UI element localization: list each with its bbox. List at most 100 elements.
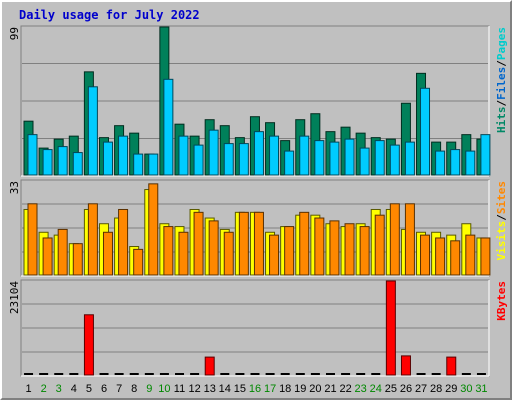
files-bar — [87, 86, 98, 176]
day-label: 8 — [131, 383, 137, 395]
series-kbytes — [24, 280, 486, 376]
files-bar — [57, 146, 68, 176]
legend-files: Files — [495, 67, 508, 100]
files-bar — [480, 134, 491, 176]
sites-bar — [133, 248, 144, 276]
series-sites — [27, 183, 491, 276]
day-label: 25 — [385, 383, 397, 395]
files-bar — [178, 135, 189, 176]
files-bar — [374, 140, 385, 176]
sites-bar — [329, 220, 340, 276]
sites-bar — [102, 231, 113, 276]
sites-bar — [42, 237, 53, 276]
legend-hits: Hits — [495, 107, 508, 134]
day-label: 16 — [249, 383, 261, 395]
day-label: 22 — [339, 383, 351, 395]
day-label: 23 — [355, 383, 367, 395]
visits-sites-panel: 33 Visits/Sites — [8, 179, 508, 277]
day-label: 30 — [460, 383, 472, 395]
files-bar — [163, 78, 174, 176]
chart-title: Daily usage for July 2022 — [19, 8, 200, 22]
visits-sites-ymax-label: 33 — [8, 181, 21, 194]
kbytes-bar — [385, 280, 396, 376]
sites-bar — [118, 208, 129, 276]
kbytes-legend-label: KBytes — [495, 281, 508, 321]
kbytes-panel: 23104 KBytes — [8, 279, 508, 377]
day-label: 27 — [415, 383, 427, 395]
day-label: 17 — [264, 383, 276, 395]
files-bar — [389, 144, 400, 176]
files-bar — [435, 150, 446, 176]
sites-bar — [374, 214, 385, 276]
sites-bar — [238, 211, 249, 276]
day-label: 9 — [146, 383, 152, 395]
kbytes-bar — [400, 355, 411, 376]
sites-bar — [269, 234, 280, 276]
files-bar — [193, 144, 204, 176]
day-label: 24 — [370, 383, 382, 395]
files-bar — [269, 135, 280, 176]
hits-files-pages-ymax-label: 99 — [8, 27, 21, 40]
day-label: 15 — [234, 383, 246, 395]
files-bar — [223, 143, 234, 176]
sites-bar — [435, 237, 446, 276]
sites-bar — [284, 226, 295, 276]
hits-files-pages-legend-label: Hits/Files/Pages — [495, 27, 508, 133]
sites-bar — [389, 203, 400, 276]
day-label: 20 — [309, 383, 321, 395]
sites-bar — [27, 203, 38, 276]
files-bar — [314, 140, 325, 176]
sites-bar — [163, 226, 174, 276]
legend-visits: Visits — [495, 221, 508, 261]
files-bar — [450, 149, 461, 176]
files-bar — [465, 150, 476, 176]
sites-bar — [359, 226, 370, 276]
kbytes-bar — [204, 356, 215, 376]
sites-bar — [87, 203, 98, 276]
day-label: 2 — [41, 383, 47, 395]
day-label: 3 — [56, 383, 62, 395]
sites-bar — [450, 240, 461, 276]
sites-bar — [404, 203, 415, 276]
day-label: 5 — [86, 383, 92, 395]
sites-bar — [465, 234, 476, 276]
series-files — [27, 78, 491, 176]
files-bar — [284, 150, 295, 176]
sites-bar — [223, 231, 234, 276]
files-bar — [420, 87, 431, 176]
legend-sites: Sites — [495, 181, 508, 214]
day-label: 21 — [324, 383, 336, 395]
files-bar — [404, 141, 415, 176]
files-bar — [238, 143, 249, 176]
files-bar — [344, 138, 355, 176]
day-label: 13 — [204, 383, 216, 395]
sites-bar — [148, 183, 159, 276]
sites-bar — [57, 228, 68, 276]
legend-pages: Pages — [495, 27, 508, 60]
kbytes-ymax-label: 23104 — [8, 281, 21, 314]
files-bar — [208, 129, 219, 176]
legend-separator: / — [495, 214, 508, 221]
files-bar — [42, 149, 53, 176]
sites-bar — [178, 231, 189, 276]
files-bar — [329, 141, 340, 176]
day-label: 6 — [101, 383, 107, 395]
day-label: 18 — [279, 383, 291, 395]
legend-kbytes: KBytes — [495, 281, 508, 321]
day-label: 29 — [445, 383, 457, 395]
files-bar — [118, 135, 129, 176]
files-bar — [72, 152, 83, 176]
files-bar — [148, 153, 159, 176]
sites-bar — [480, 237, 491, 276]
kbytes-bar — [83, 314, 94, 376]
day-label: 14 — [219, 383, 231, 395]
files-bar — [27, 134, 38, 176]
sites-bar — [72, 243, 83, 276]
sites-bar — [208, 220, 219, 276]
sites-bar — [299, 211, 310, 276]
day-label: 10 — [158, 383, 170, 395]
files-bar — [133, 153, 144, 176]
day-label: 19 — [294, 383, 306, 395]
sites-bar — [314, 217, 325, 276]
